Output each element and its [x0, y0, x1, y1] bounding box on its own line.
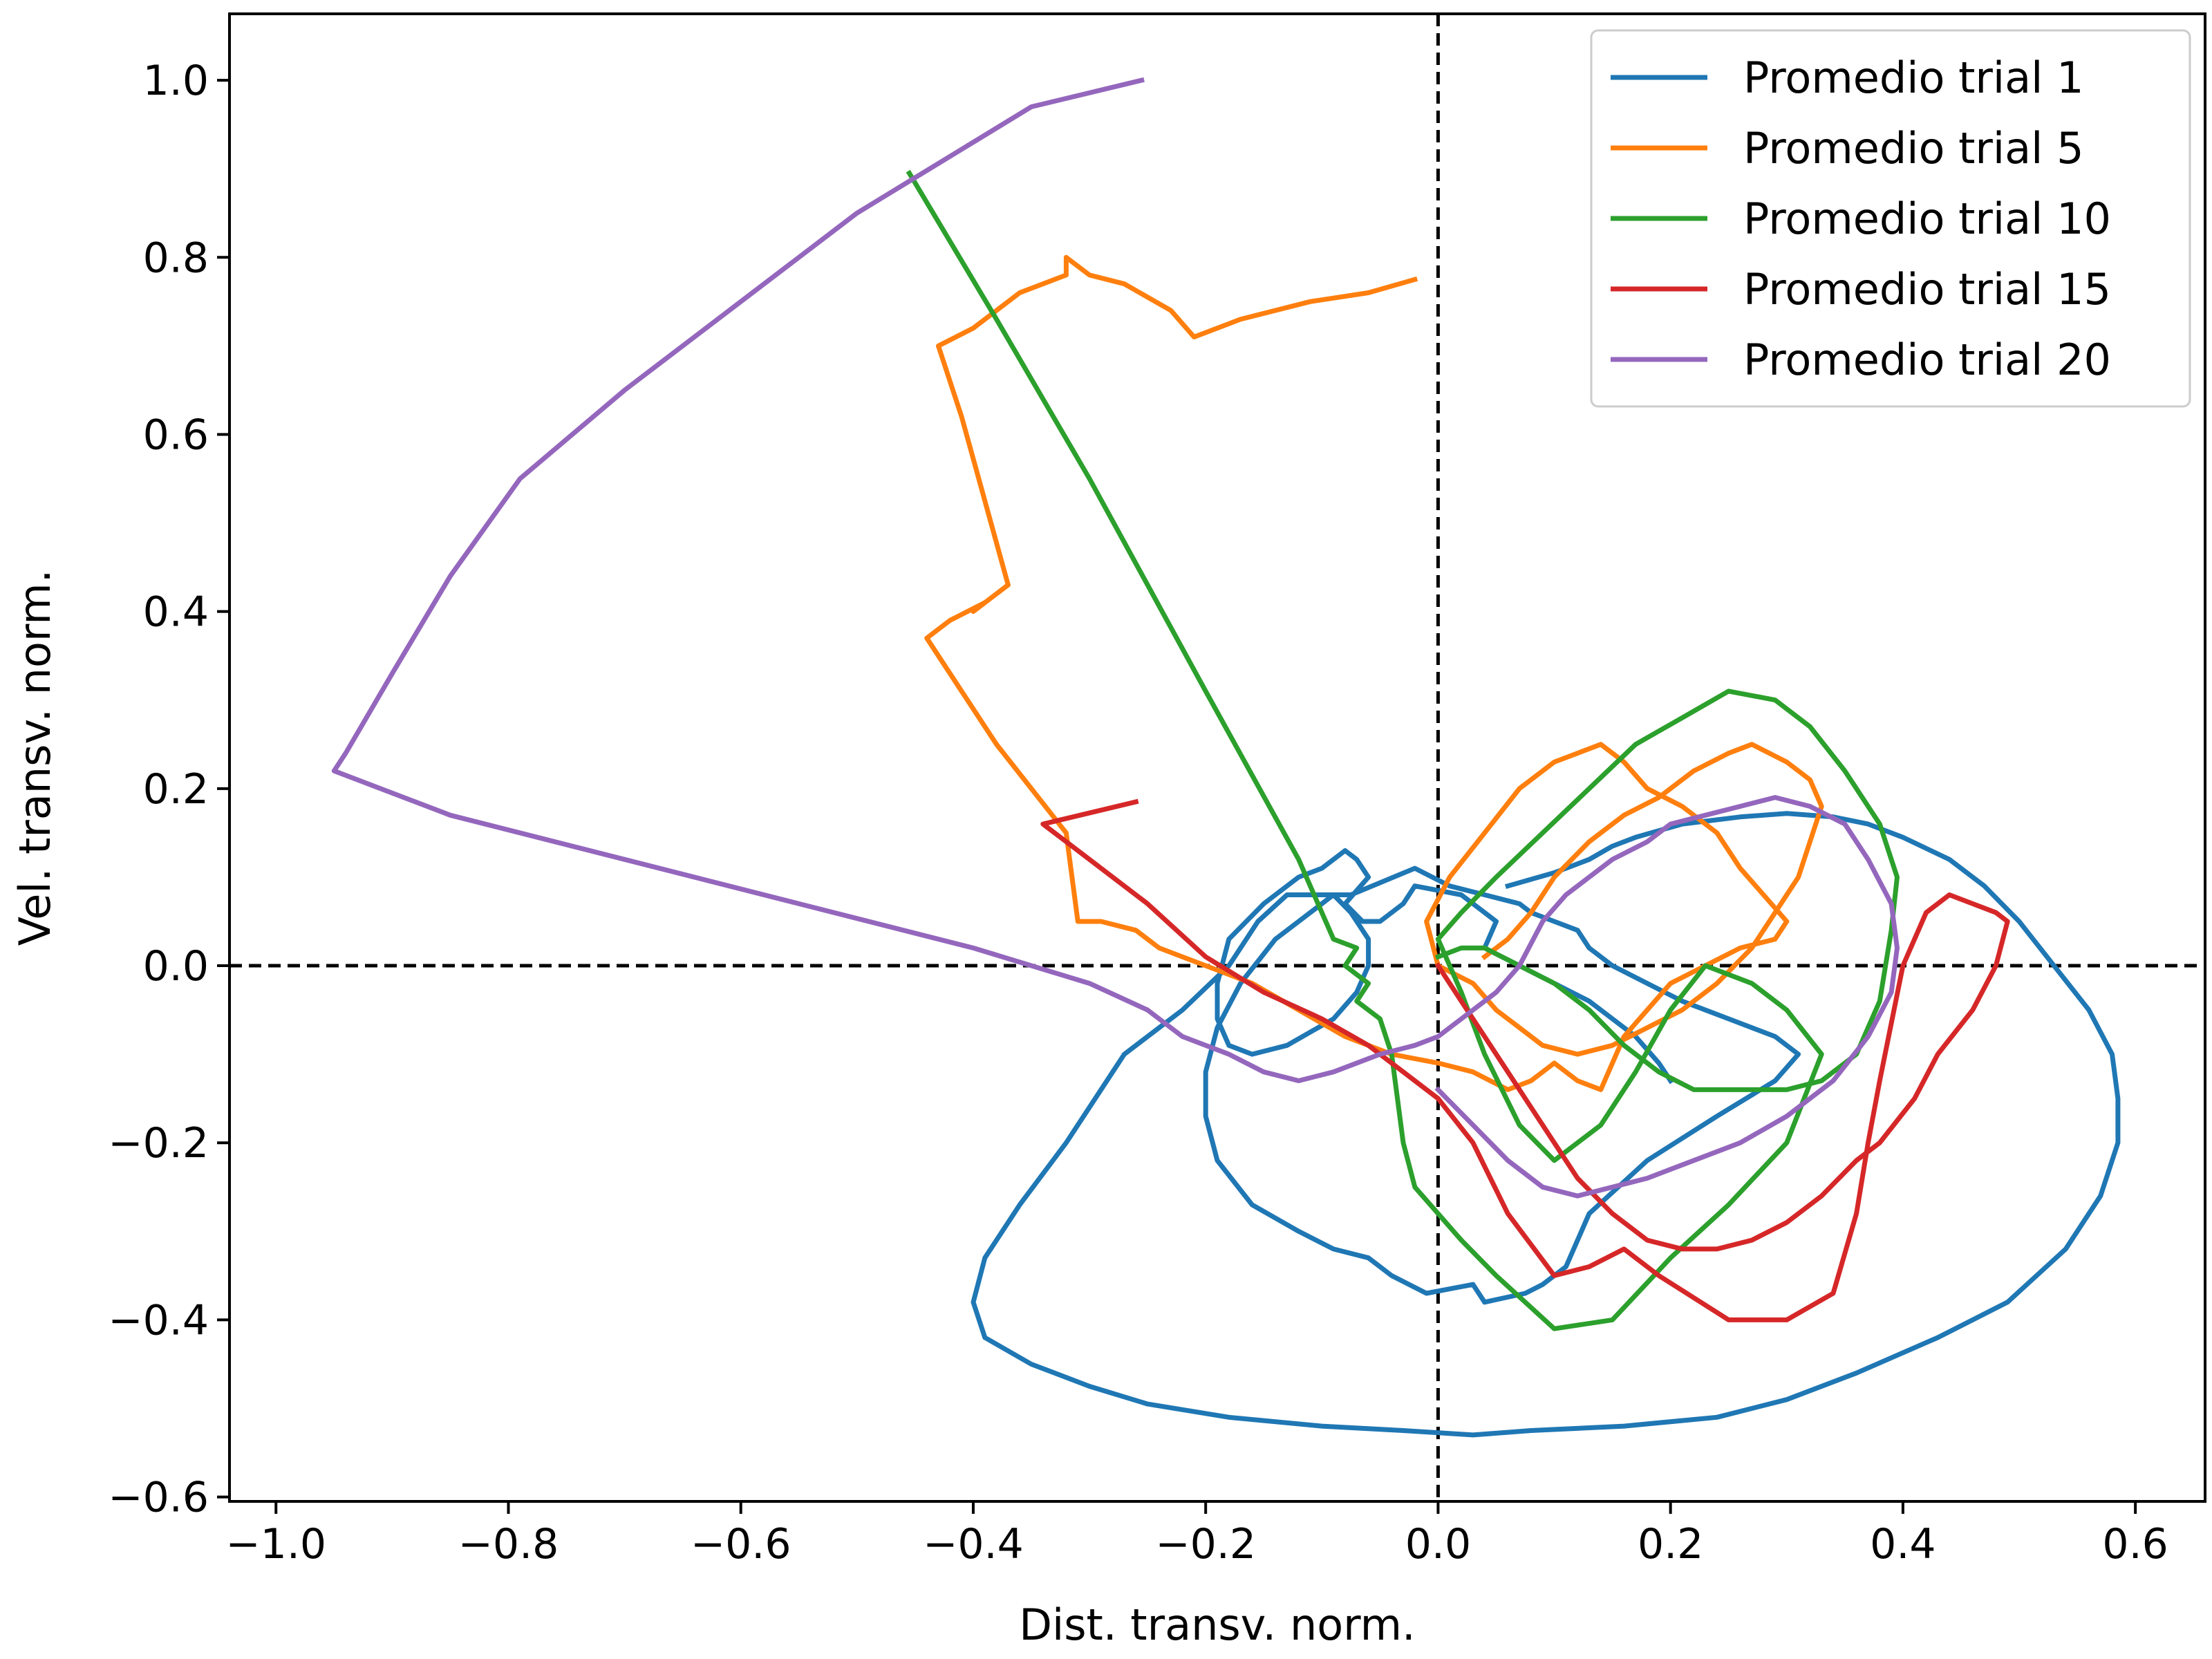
y-tick-label: −0.6 — [108, 1474, 209, 1522]
y-tick-label: 0.6 — [143, 411, 209, 459]
x-tick-label: 0.0 — [1405, 1520, 1471, 1568]
x-tick-label: −1.0 — [225, 1520, 326, 1568]
x-tick-label: −0.6 — [691, 1520, 791, 1568]
x-tick-label: −0.4 — [923, 1520, 1024, 1568]
series-layer — [331, 77, 2121, 1438]
y-axis-label: Vel. transv. norm. — [10, 570, 60, 946]
legend-label: Promedio trial 5 — [1743, 123, 2084, 174]
series-line-3 — [906, 169, 1900, 1331]
x-axis-label: Dist. transv. norm. — [1019, 1600, 1415, 1650]
x-tick-label: 0.2 — [1638, 1520, 1703, 1568]
y-tick-label: 0.0 — [143, 942, 209, 991]
x-tick-label: 0.4 — [1870, 1520, 1936, 1568]
y-tick-label: 0.8 — [143, 234, 209, 282]
x-tick-label: −0.8 — [458, 1520, 559, 1568]
y-tick-label: −0.2 — [108, 1119, 209, 1168]
legend-label: Promedio trial 15 — [1743, 264, 2111, 315]
legend-label: Promedio trial 10 — [1743, 194, 2111, 244]
y-tick-label: −0.4 — [108, 1296, 209, 1344]
legend-label: Promedio trial 20 — [1743, 335, 2111, 385]
series-line-4 — [1040, 798, 2010, 1322]
x-tick-label: 0.6 — [2102, 1520, 2168, 1568]
y-axis: −0.6 −0.4 −0.2 0.0 0.2 0.4 0.6 0.8 1.0 — [108, 57, 229, 1522]
x-axis: −1.0 −0.8 −0.6 −0.4 −0.2 0.0 0.2 0.4 0.6 — [225, 1501, 2168, 1568]
legend-label: Promedio trial 1 — [1743, 53, 2084, 103]
y-tick-label: 0.2 — [143, 765, 209, 814]
y-tick-label: 0.4 — [143, 588, 209, 637]
plot-frame — [228, 12, 2206, 1503]
x-tick-label: −0.2 — [1155, 1520, 1256, 1568]
series-line-5 — [331, 77, 1900, 1199]
y-tick-label: 1.0 — [143, 57, 209, 105]
legend-frame — [1590, 29, 2191, 408]
legend: Promedio trial 1 Promedio trial 5 Promedio… — [1590, 29, 2191, 408]
